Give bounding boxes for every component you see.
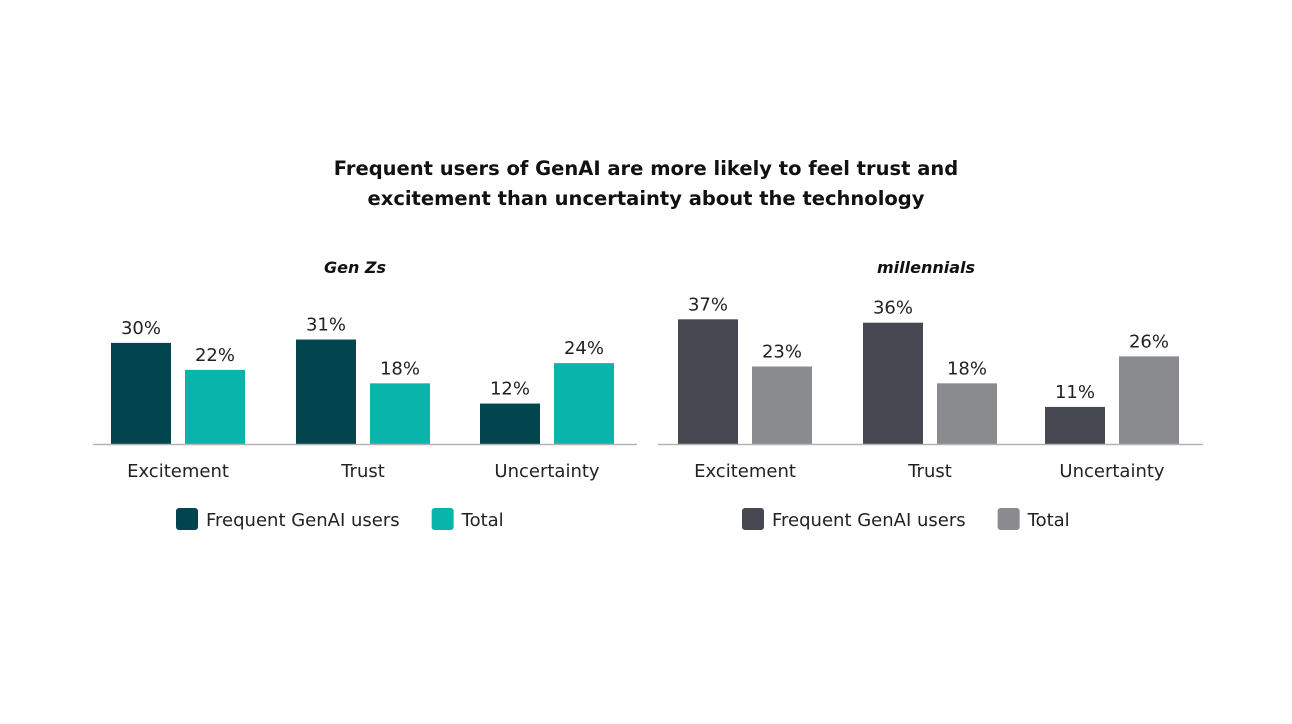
data-label-genz-trust-total: 18% xyxy=(380,358,420,379)
bar-genz-uncertainty-total xyxy=(554,363,614,444)
category-label-genz-trust: Trust xyxy=(340,461,385,482)
bar-millennials-trust-frequent xyxy=(863,322,923,444)
category-label-genz-excitement: Excitement xyxy=(127,461,229,482)
bar-millennials-excitement-frequent xyxy=(678,319,738,444)
bar-millennials-uncertainty-total xyxy=(1119,356,1179,444)
legend-label-genz-frequent: Frequent GenAI users xyxy=(206,510,400,531)
data-label-millennials-trust-total: 18% xyxy=(947,358,987,379)
data-label-genz-uncertainty-frequent: 12% xyxy=(490,379,530,400)
bar-genz-excitement-frequent xyxy=(111,342,171,444)
legend-swatch-millennials-frequent xyxy=(742,508,764,530)
data-label-genz-uncertainty-total: 24% xyxy=(564,338,604,359)
bar-millennials-excitement-total xyxy=(752,366,812,444)
legend-swatch-millennials-total xyxy=(997,508,1020,530)
chart-subtitle-genz: Gen Zs xyxy=(324,258,386,277)
data-label-millennials-trust-frequent: 36% xyxy=(873,298,913,319)
category-label-millennials-uncertainty: Uncertainty xyxy=(1059,461,1165,482)
legend-swatch-genz-frequent xyxy=(176,508,198,530)
bar-genz-trust-frequent xyxy=(296,339,356,444)
legend-label-millennials-frequent: Frequent GenAI users xyxy=(772,510,966,531)
category-label-millennials-excitement: Excitement xyxy=(694,461,796,482)
data-label-millennials-excitement-frequent: 37% xyxy=(688,294,728,315)
legend-label-millennials-total: Total xyxy=(1027,510,1070,531)
data-label-genz-excitement-total: 22% xyxy=(195,345,235,366)
legend-label-genz-total: Total xyxy=(461,510,504,531)
data-label-millennials-uncertainty-frequent: 11% xyxy=(1055,382,1095,403)
data-label-millennials-uncertainty-total: 26% xyxy=(1129,331,1169,352)
category-label-millennials-trust: Trust xyxy=(907,461,952,482)
legend-swatch-genz-total xyxy=(431,508,454,530)
data-label-genz-trust-frequent: 31% xyxy=(306,315,346,336)
data-label-millennials-excitement-total: 23% xyxy=(762,341,802,362)
bar-genz-excitement-total xyxy=(185,369,245,444)
chart-title: Frequent users of GenAI are more likely … xyxy=(0,154,1292,214)
chart-subtitle-millennials: millennials xyxy=(877,258,975,277)
bar-genz-uncertainty-frequent xyxy=(480,403,540,444)
chart-title-line-1: Frequent users of GenAI are more likely … xyxy=(333,157,959,180)
bar-millennials-trust-total xyxy=(937,383,997,444)
bar-genz-trust-total xyxy=(370,383,430,444)
chart-title-line-2: excitement than uncertainty about the te… xyxy=(367,187,925,210)
category-label-genz-uncertainty: Uncertainty xyxy=(494,461,600,482)
data-label-genz-excitement-frequent: 30% xyxy=(121,318,161,339)
bar-millennials-uncertainty-frequent xyxy=(1045,406,1105,444)
